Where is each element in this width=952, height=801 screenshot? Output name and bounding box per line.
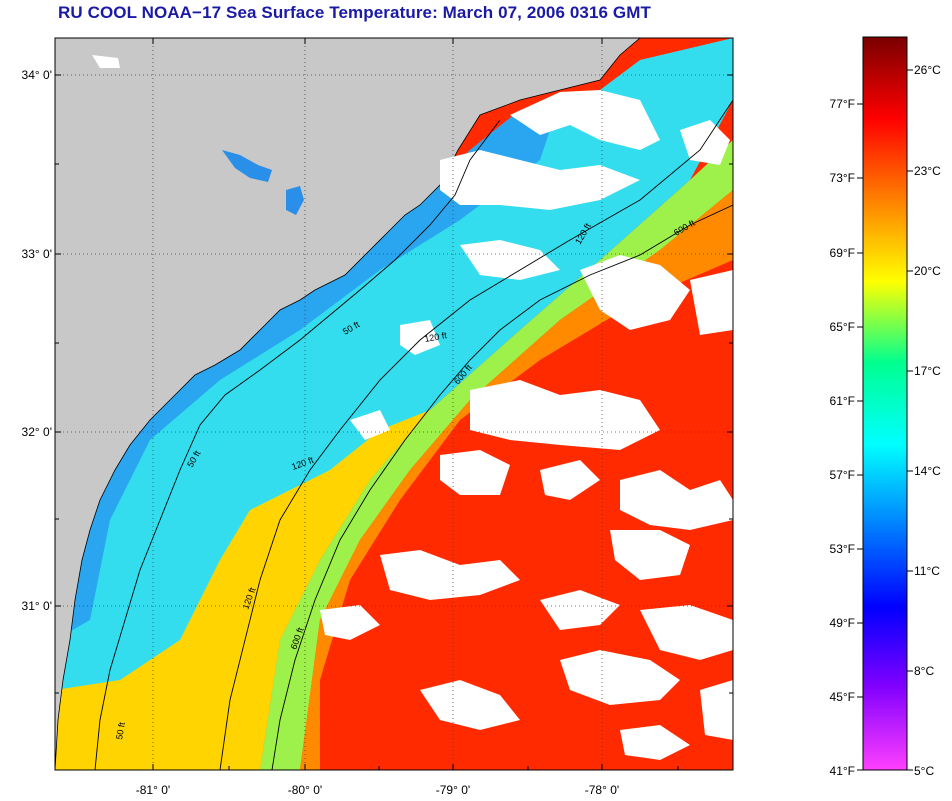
longitude-labels: -81° 0' -80° 0' -79° 0' -78° 0': [136, 783, 619, 797]
f-label-73: 73°F: [830, 171, 855, 185]
isobath-contours: [94, 99, 733, 770]
lon-label-78: -78° 0': [585, 783, 619, 797]
contour-120ft: [219, 99, 733, 770]
colorbar: [862, 36, 908, 771]
map-frame: [54, 37, 734, 771]
coastline: [55, 38, 641, 770]
map-area: 50 ft 50 ft 50 ft 120 ft 120 ft 120 ft 1…: [55, 38, 733, 770]
f-label-45: 45°F: [830, 690, 855, 704]
c-label-23: 23°C: [914, 164, 941, 178]
lat-label-31: 31° 0': [22, 599, 52, 613]
map-title: RU COOL NOAA−17 Sea Surface Temperature:…: [58, 3, 651, 22]
graticule: [55, 38, 733, 770]
map-ticks: [55, 38, 733, 770]
inland-water-3: [92, 55, 120, 68]
inland-water-1: [222, 150, 272, 182]
f-label-41: 41°F: [830, 764, 855, 778]
contour-50ft: [94, 119, 501, 770]
lon-label-80: -80° 0': [288, 783, 322, 797]
c-label-5: 5°C: [914, 764, 934, 778]
f-label-49: 49°F: [830, 616, 855, 630]
lat-label-33: 33° 0': [22, 247, 52, 261]
c-label-26: 26°C: [914, 63, 941, 77]
c-label-20: 20°C: [914, 264, 941, 278]
c-label-8: 8°C: [914, 664, 934, 678]
f-label-61: 61°F: [830, 394, 855, 408]
c-label-17: 17°C: [914, 364, 941, 378]
colorbar-ticks: [857, 69, 913, 771]
sst-blue-nearshore: [55, 100, 560, 640]
land-mass: [55, 38, 640, 770]
lat-label-34: 34° 0': [22, 68, 52, 82]
sst-yellow-band: [55, 410, 430, 770]
f-label-69: 69°F: [830, 246, 855, 260]
contour-label-120: 120 ft: [424, 330, 448, 344]
cloud-mask: [320, 90, 733, 760]
latitude-labels: 34° 0' 33° 0' 32° 0' 31° 0': [22, 68, 52, 613]
contour-600ft: [271, 204, 733, 770]
sst-orange-band: [300, 190, 733, 770]
colorbar-celsius-labels: 26°C 23°C 20°C 17°C 14°C 11°C 8°C 5°C: [914, 63, 941, 778]
f-label-77: 77°F: [830, 97, 855, 111]
f-label-53: 53°F: [830, 542, 855, 556]
lat-label-32: 32° 0': [22, 425, 52, 439]
c-label-14: 14°C: [914, 464, 941, 478]
f-label-57: 57°F: [830, 468, 855, 482]
sst-green-band: [260, 140, 733, 770]
inland-water-2: [286, 186, 304, 215]
contour-label-50c: 50 ft: [114, 721, 127, 740]
lon-label-79: -79° 0': [436, 783, 470, 797]
c-label-11: 11°C: [914, 564, 940, 578]
colorbar-fahrenheit-labels: 77°F 73°F 69°F 65°F 61°F 57°F 53°F 49°F …: [830, 97, 855, 778]
f-label-65: 65°F: [830, 320, 855, 334]
lon-label-81: -81° 0': [136, 783, 170, 797]
